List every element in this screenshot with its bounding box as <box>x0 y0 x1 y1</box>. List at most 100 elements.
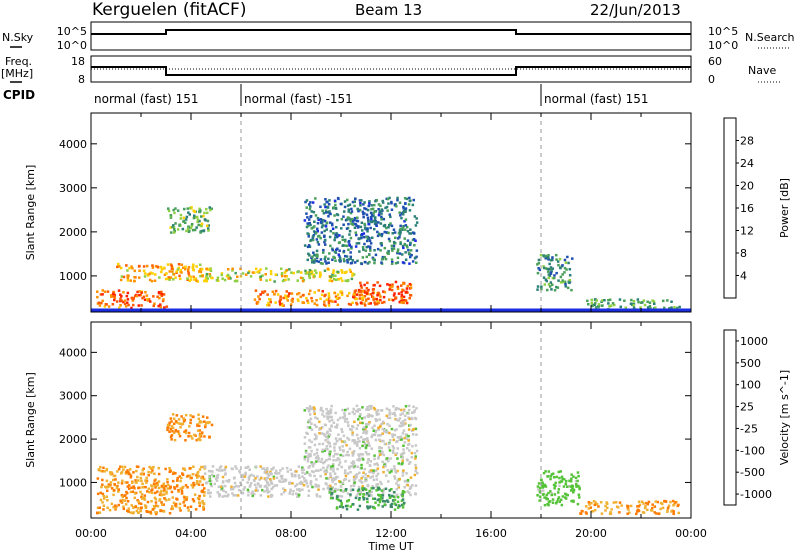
range-gate-cell <box>101 293 104 296</box>
range-gate-cell <box>318 275 322 278</box>
range-gate-cell <box>360 293 364 297</box>
range-gate-cell <box>351 488 355 491</box>
range-gate-cell <box>340 504 343 507</box>
range-gate-cell <box>313 443 317 447</box>
range-gate-cell <box>170 425 174 428</box>
range-tick-label: 4000 <box>59 138 87 151</box>
range-gate-cell <box>244 466 247 469</box>
range-gate-cell <box>412 410 416 414</box>
range-gate-cell <box>334 203 337 207</box>
range-gate-cell <box>406 490 409 493</box>
range-gate-cell <box>655 512 658 515</box>
range-gate-cell <box>247 494 250 497</box>
range-gate-cell <box>188 425 191 428</box>
range-tick-label: 1000 <box>59 476 87 489</box>
range-gate-cell <box>396 440 399 443</box>
range-gate-cell <box>187 509 190 512</box>
range-gate-cell <box>612 501 616 504</box>
range-gate-cell <box>291 474 294 478</box>
range-gate-cell <box>280 477 284 480</box>
range-gate-cell <box>334 411 337 415</box>
range-gate-cell <box>331 486 334 489</box>
range-gate-cell <box>202 508 205 511</box>
range-gate-cell <box>179 213 183 217</box>
range-gate-cell <box>146 299 150 302</box>
range-gate-cell <box>155 482 158 485</box>
range-gate-cell <box>415 433 418 436</box>
range-gate-cell <box>394 296 398 300</box>
range-gate-cell <box>211 465 215 468</box>
range-gate-cell <box>342 215 345 218</box>
range-gate-cell <box>377 457 380 460</box>
range-gate-cell <box>381 497 384 500</box>
range-gate-cell <box>540 285 543 288</box>
range-gate-cell <box>399 435 403 439</box>
range-gate-cell <box>554 481 557 485</box>
range-gate-cell <box>408 196 411 200</box>
range-gate-cell <box>331 247 334 250</box>
range-gate-cell <box>155 504 158 507</box>
range-gate-cell <box>357 485 361 489</box>
range-gate-cell <box>396 261 400 264</box>
range-gate-cell <box>404 258 408 261</box>
range-gate-cell <box>610 508 613 511</box>
range-gate-cell <box>126 276 130 280</box>
range-gate-cell <box>288 268 291 271</box>
range-axis-title: Slant Range [km] <box>24 165 37 261</box>
range-gate-cell <box>653 302 656 305</box>
range-gate-cell <box>227 493 230 497</box>
range-gate-cell <box>356 458 359 462</box>
range-gate-cell <box>331 496 334 500</box>
range-gate-cell <box>357 418 360 421</box>
range-gate-cell <box>325 228 328 231</box>
range-gate-cell <box>380 261 383 264</box>
range-gate-cell <box>378 211 381 214</box>
range-gate-cell <box>415 407 418 410</box>
range-gate-cell <box>349 211 353 215</box>
range-gate-cell <box>654 500 657 503</box>
range-axis-title: Slant Range [km] <box>24 372 37 468</box>
range-gate-cell <box>650 506 654 510</box>
range-gate-cell <box>303 477 306 480</box>
range-gate-cell <box>309 480 313 483</box>
range-gate-cell <box>306 301 310 305</box>
range-gate-cell <box>333 291 337 295</box>
range-gate-cell <box>408 253 412 256</box>
range-gate-cell <box>537 261 541 265</box>
range-gate-cell <box>322 219 325 222</box>
range-gate-cell <box>252 474 256 478</box>
range-gate-cell <box>401 261 405 264</box>
range-gate-cell <box>331 223 334 227</box>
range-gate-cell <box>165 490 168 493</box>
range-gate-cell <box>394 236 397 240</box>
range-gate-cell <box>379 249 382 252</box>
range-gate-cell <box>125 294 129 298</box>
range-gate-cell <box>296 495 299 498</box>
range-gate-cell <box>142 265 146 268</box>
range-gate-cell <box>198 268 202 271</box>
range-gate-cell <box>670 510 673 513</box>
range-gate-cell <box>387 480 390 483</box>
range-gate-cell <box>404 224 408 227</box>
range-gate-cell <box>361 488 365 492</box>
range-gate-cell <box>314 416 317 419</box>
range-gate-cell <box>365 425 368 429</box>
range-gate-cell <box>380 234 383 238</box>
range-gate-cell <box>558 484 561 488</box>
range-gate-cell <box>166 426 169 429</box>
range-gate-cell <box>406 480 410 483</box>
range-gate-cell <box>302 484 306 487</box>
range-gate-cell <box>555 285 558 289</box>
range-gate-cell <box>355 473 359 476</box>
range-gate-cell <box>105 495 108 498</box>
range-gate-cell <box>325 200 328 204</box>
range-gate-cell <box>366 437 369 440</box>
range-gate-cell <box>264 485 268 488</box>
range-gate-cell <box>206 421 209 424</box>
range-gate-cell <box>327 304 331 307</box>
range-gate-cell <box>345 488 348 491</box>
range-gate-cell <box>115 486 119 489</box>
range-gate-cell <box>200 420 203 424</box>
range-gate-cell <box>344 254 347 258</box>
